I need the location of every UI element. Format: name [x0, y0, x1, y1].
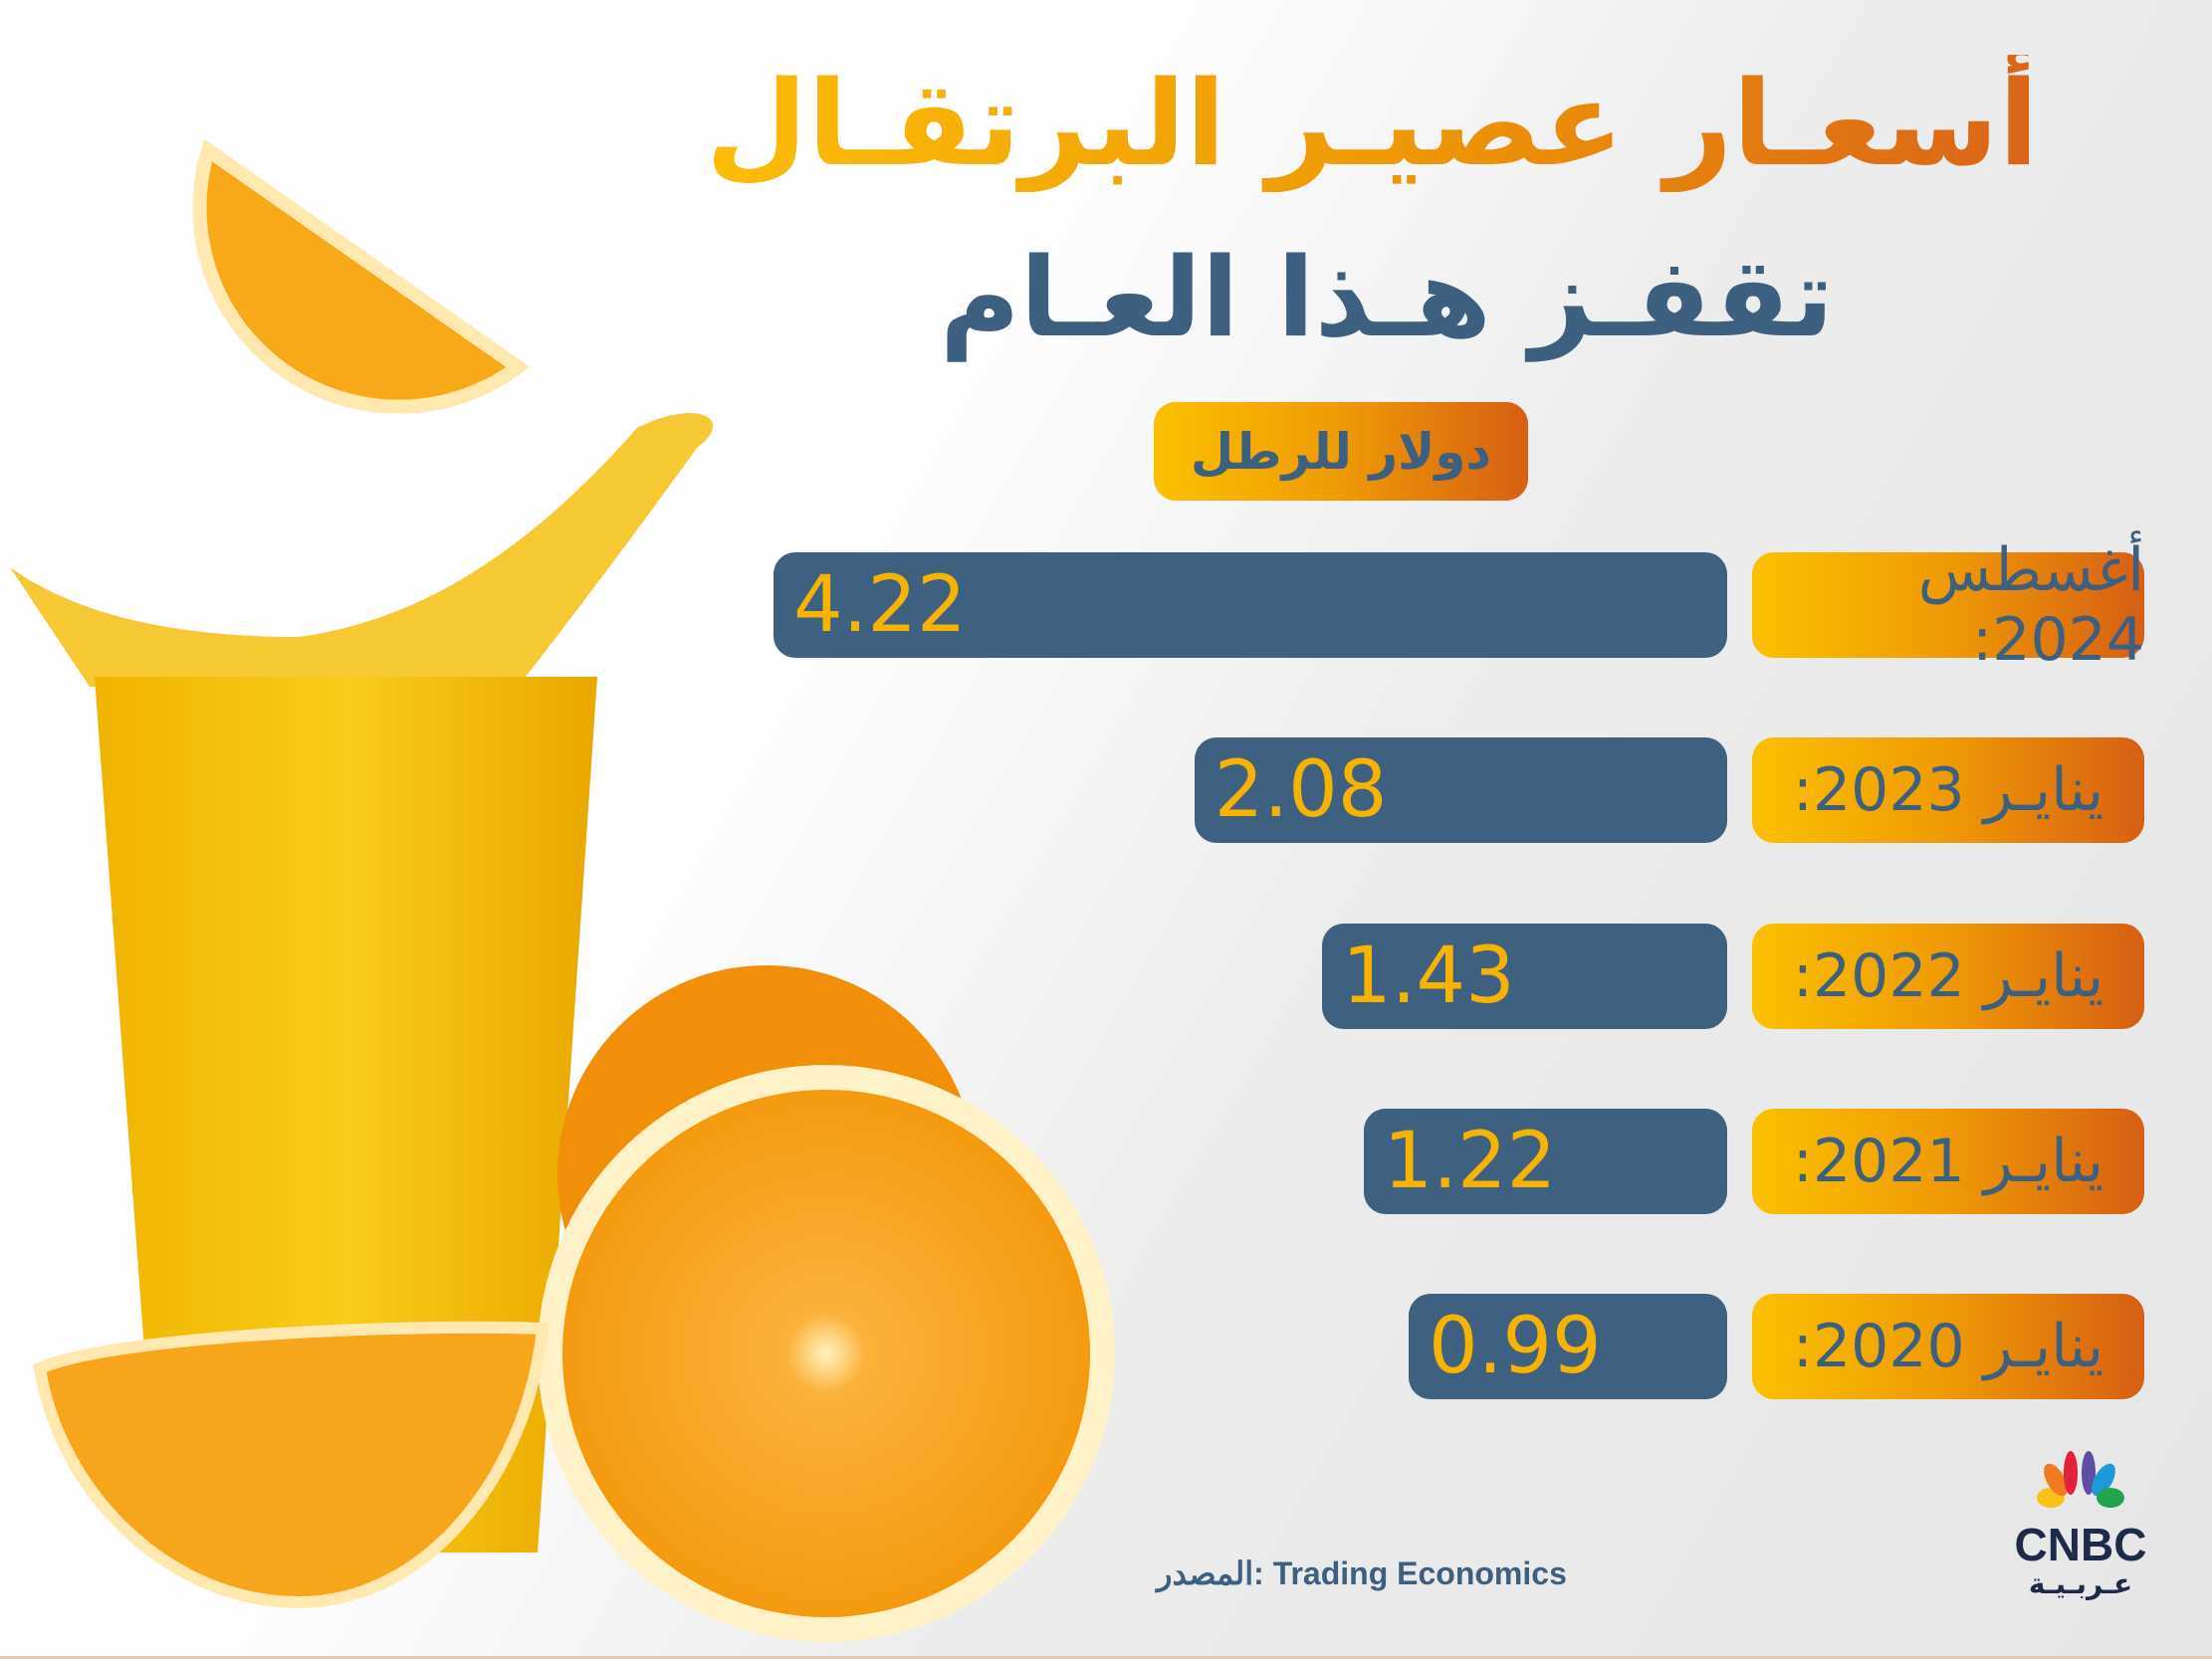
orange-slice-top — [192, 138, 531, 414]
value-bar: 0.99 — [1409, 1294, 1727, 1399]
bottom-border — [0, 1656, 2212, 1659]
title-line-2: تقفـز هـذا العـام — [940, 234, 1834, 361]
juice-splash — [10, 413, 714, 687]
logo-subtext: عـربـيـة — [2028, 1567, 2133, 1600]
peacock-icon — [2037, 1451, 2124, 1508]
bar-row: 4.22 أغسطس 2024: — [0, 535, 2212, 675]
bar-row: 0.99 ينايـر 2020: — [0, 1294, 2212, 1399]
title-line-1: أسعـار عصيـر البرتقـال — [705, 55, 2039, 192]
bar-row: 1.43 ينايـر 2022: — [0, 924, 2212, 1029]
value-bar: 1.22 — [1363, 1109, 1727, 1214]
logo-text: CNBC — [2014, 1519, 2147, 1570]
category-label: ينايـر 2020: — [1752, 1294, 2144, 1399]
cnbc-arabia-logo: CNBC عـربـيـة — [2006, 1448, 2155, 1600]
unit-badge: دولار للرطل — [1154, 402, 1528, 501]
orange-juice-illustration — [10, 138, 1115, 1642]
value-bar: 2.08 — [1194, 737, 1727, 843]
source-note: المصدر: Trading Economics — [1157, 1555, 1567, 1591]
bar-row: 2.08 ينايـر 2023: — [0, 737, 2212, 843]
category-label: ينايـر 2022: — [1752, 924, 2144, 1029]
category-label: ينايـر 2021: — [1752, 1109, 2144, 1214]
bar-row: 1.22 ينايـر 2021: — [0, 1109, 2212, 1214]
category-label: ينايـر 2023: — [1752, 737, 2144, 843]
category-label: أغسطس 2024: — [1752, 535, 2144, 675]
value-bar: 1.43 — [1322, 924, 1727, 1029]
orange-wedge — [33, 1321, 550, 1609]
value-bar: 4.22 — [774, 552, 1727, 658]
